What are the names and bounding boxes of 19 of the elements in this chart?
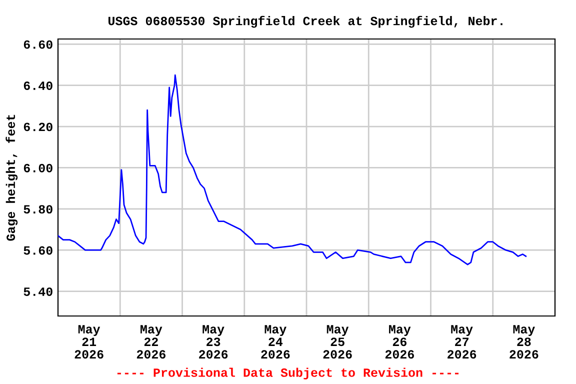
chart-title: USGS 06805530 Springfield Creek at Springfield, Nebr. [108,16,502,28]
x-tick-label: May 27 2026 [448,325,476,359]
x-tick-label: May 23 2026 [199,325,228,359]
x-tick-label: May 24 2026 [261,325,290,359]
y-tick-label: 6.40 [24,82,52,90]
y-tick-label: 6.00 [24,164,52,172]
y-tick-label: 6.60 [24,40,52,49]
x-tick-label: May 28 2026 [510,325,538,359]
text: ---- Provisional Data Subject to Revision ---- [117,368,459,380]
y-tick-label: 5.80 [24,205,52,214]
y-axis-title: Gage height, feet [6,114,18,241]
x-tick-label: May 25 2026 [323,325,352,359]
y-tick-label: 6.20 [24,122,52,132]
x-tick-label: May 22 2026 [136,325,166,359]
x-tick-label: May 21 2026 [74,325,104,359]
y-tick-label: 5.40 [24,287,52,296]
x-tick-label: May 26 2026 [385,325,414,359]
line-series [58,74,527,266]
y-tick-label: 5.60 [24,246,52,255]
